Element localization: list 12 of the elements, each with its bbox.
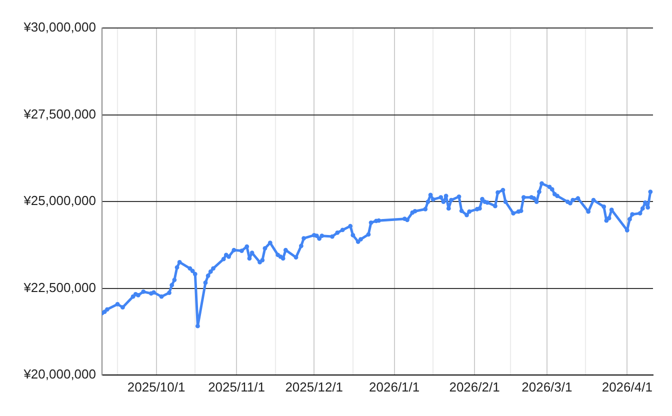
x-tick-label: 2025/10/1 [127,379,186,394]
x-tick-label: 2026/3/1 [522,379,572,394]
x-tick-label: 2026/1/1 [369,379,420,394]
x-tick-label: 2026/4/1 [602,379,652,394]
y-tick-label: ¥20,000,000 [22,366,96,382]
y-tick-label: ¥22,500,000 [22,280,96,295]
y-tick-label: ¥27,500,000 [22,106,96,122]
x-tick-label: 2025/11/1 [208,379,265,394]
x-tick-label: 2026/2/1 [449,379,500,394]
y-tick-label: ¥30,000,000 [22,20,96,35]
x-tick-label: 2025/12/1 [285,379,344,394]
y-tick-label: ¥25,000,000 [22,193,96,208]
